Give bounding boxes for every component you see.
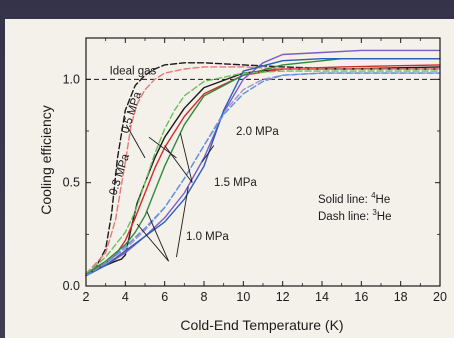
- x-tick-label-10: 10: [236, 290, 250, 304]
- ideal-gas-label: Ideal gas: [110, 65, 157, 77]
- y-tick-label-0.0: 0.0: [63, 279, 80, 293]
- chart-panel: [5, 19, 454, 338]
- x-axis-ticks: 2 4 6 8 10 12 14 16 18 20: [83, 38, 447, 304]
- legend-solid: Solid line: 4He: [318, 191, 390, 206]
- annotation-leader-1: [125, 124, 146, 159]
- series-line-7-solid: [85, 49, 441, 277]
- y-axis-ticks: 0.0 0.5 1.0: [63, 72, 440, 293]
- x-tick-label-2: 2: [83, 290, 90, 304]
- annotation-leader-3: [201, 145, 215, 163]
- series-line-5-solid: [85, 58, 441, 275]
- x-tick-label-6: 6: [161, 290, 168, 304]
- annotation-0-3-mpa: 0.3 MPa: [107, 152, 132, 197]
- x-tick-label-8: 8: [201, 290, 208, 304]
- series-line-10-dash: [85, 72, 441, 277]
- series-line-3-solid: [85, 64, 441, 275]
- x-axis-label: Cold-End Temperature (K): [180, 317, 343, 333]
- annotation-0-5-mpa: 0.5 MPa: [119, 90, 144, 135]
- annotation-leader-4: [136, 223, 169, 262]
- x-tick-label-12: 12: [276, 290, 290, 304]
- x-tick-label-14: 14: [315, 290, 329, 304]
- x-tick-label-16: 16: [354, 290, 368, 304]
- annotation-1-5-mpa: 1.5 MPa: [214, 177, 257, 189]
- annotation-2-0-mpa: 2.0 MPa: [236, 126, 279, 138]
- annotation-leader-7: [164, 145, 193, 183]
- y-tick-label-0.5: 0.5: [63, 176, 80, 190]
- y-tick-label-1.0: 1.0: [63, 72, 80, 86]
- x-tick-label-18: 18: [394, 290, 408, 304]
- annotation-1-0-mpa: 1.0 MPa: [186, 231, 229, 243]
- legend: Solid line: 4He Dash line: 3He: [318, 191, 392, 223]
- annotation-leader-2: [148, 136, 177, 159]
- x-tick-label-4: 4: [122, 290, 129, 304]
- ideal-gas-group: Ideal gas: [86, 65, 440, 80]
- y-axis-label: Cooling efficiency: [38, 105, 54, 214]
- annotation-leader-8: [179, 132, 193, 183]
- legend-dash: Dash line: 3He: [318, 208, 392, 223]
- annotation-leader-6: [176, 186, 189, 258]
- series-line-8-dash: [85, 72, 441, 277]
- series-line-9-solid: [85, 58, 441, 277]
- annotation-leader-5: [146, 211, 170, 262]
- series-group: [85, 49, 441, 277]
- x-tick-label-20: 20: [433, 290, 447, 304]
- annotation-leaders: [125, 124, 215, 262]
